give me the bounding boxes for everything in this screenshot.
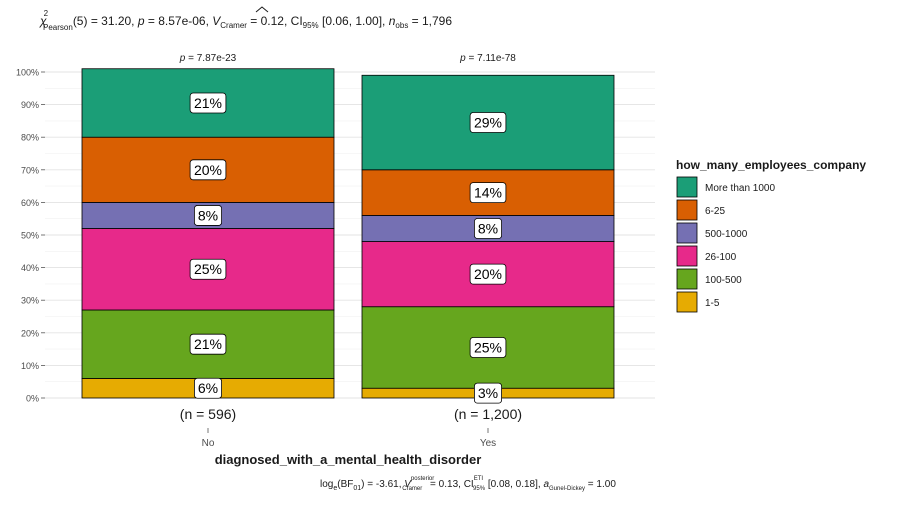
x-tick-label: No <box>202 438 215 449</box>
bar-count-label: (n = 596) <box>180 406 236 422</box>
y-tick-label: 80% <box>21 133 39 143</box>
segment-label-box <box>193 205 222 226</box>
segment-label: 20% <box>194 162 222 178</box>
bar-p-value: p = 7.11e-78 <box>459 53 516 64</box>
x-axis-title: diagnosed_with_a_mental_health_disorder <box>215 452 482 467</box>
segment-label-box <box>193 377 222 399</box>
legend-label: 26-100 <box>705 252 737 263</box>
subtitle-hat-mark <box>255 6 269 13</box>
y-tick-label: 40% <box>21 263 39 273</box>
legend-label: 500-1000 <box>705 229 748 240</box>
segment-label-box <box>189 92 227 114</box>
segment-label: 6% <box>198 380 218 396</box>
legend-label: More than 1000 <box>705 183 775 194</box>
segment-label: 29% <box>474 115 502 131</box>
segment-label: 8% <box>478 220 498 236</box>
segment-label: 20% <box>474 266 502 282</box>
bar-count-label: (n = 1,200) <box>454 406 522 422</box>
x-tick-label: Yes <box>480 438 496 449</box>
segment-label-box <box>469 182 507 204</box>
segment-label: 21% <box>194 95 222 111</box>
segment-label: 25% <box>194 261 222 277</box>
chart-subtitle: χ2 Pearson(5) = 31.20, p = 8.57e-06, VCra… <box>39 9 452 32</box>
y-tick-label: 50% <box>21 231 39 241</box>
legend-swatch <box>676 245 698 267</box>
segment-label-box <box>473 382 502 404</box>
legend-swatch <box>676 291 698 313</box>
legend-label: 100-500 <box>705 275 742 286</box>
segment-label-box <box>469 337 507 358</box>
y-tick-label: 30% <box>21 296 39 306</box>
segment-label: 8% <box>198 207 218 223</box>
y-tick-label: 70% <box>21 165 39 175</box>
segment-label: 21% <box>194 336 222 352</box>
legend-swatch <box>676 222 698 244</box>
legend-swatch <box>676 268 698 290</box>
segment-label-box <box>469 263 507 285</box>
legend-label: 6-25 <box>705 206 725 217</box>
segment-label: 3% <box>478 385 498 401</box>
plot-area: 0% 10% 20% 30% 40% 50% 60% 70% 80% 90% 100% 6% 21% 25… <box>16 53 655 449</box>
y-tick-label: 90% <box>21 100 39 110</box>
legend-title: how_many_employees_company <box>676 158 866 172</box>
y-tick-label: 10% <box>21 361 39 371</box>
legend: how_many_employees_company More than 100… <box>676 158 866 313</box>
y-tick-label: 100% <box>16 68 39 78</box>
segment-label-box <box>473 218 502 239</box>
y-tick-label: 20% <box>21 328 39 338</box>
bar-p-value: p = 7.87e-23 <box>179 53 237 64</box>
legend-swatch <box>676 199 698 221</box>
chart-caption: loge(BF01) = -3.61, Vposterior Cramer = 0… <box>320 476 616 492</box>
segment-label: 14% <box>474 185 502 201</box>
y-tick-label: 0% <box>26 394 39 404</box>
segment-label-box <box>189 333 227 355</box>
legend-swatch <box>676 176 698 198</box>
segment-label-box <box>189 159 227 181</box>
segment-label-box <box>469 112 507 133</box>
segment-label-box <box>189 258 227 280</box>
legend-label: 1-5 <box>705 298 720 309</box>
segment-label: 25% <box>474 339 502 355</box>
y-tick-label: 60% <box>21 198 39 208</box>
